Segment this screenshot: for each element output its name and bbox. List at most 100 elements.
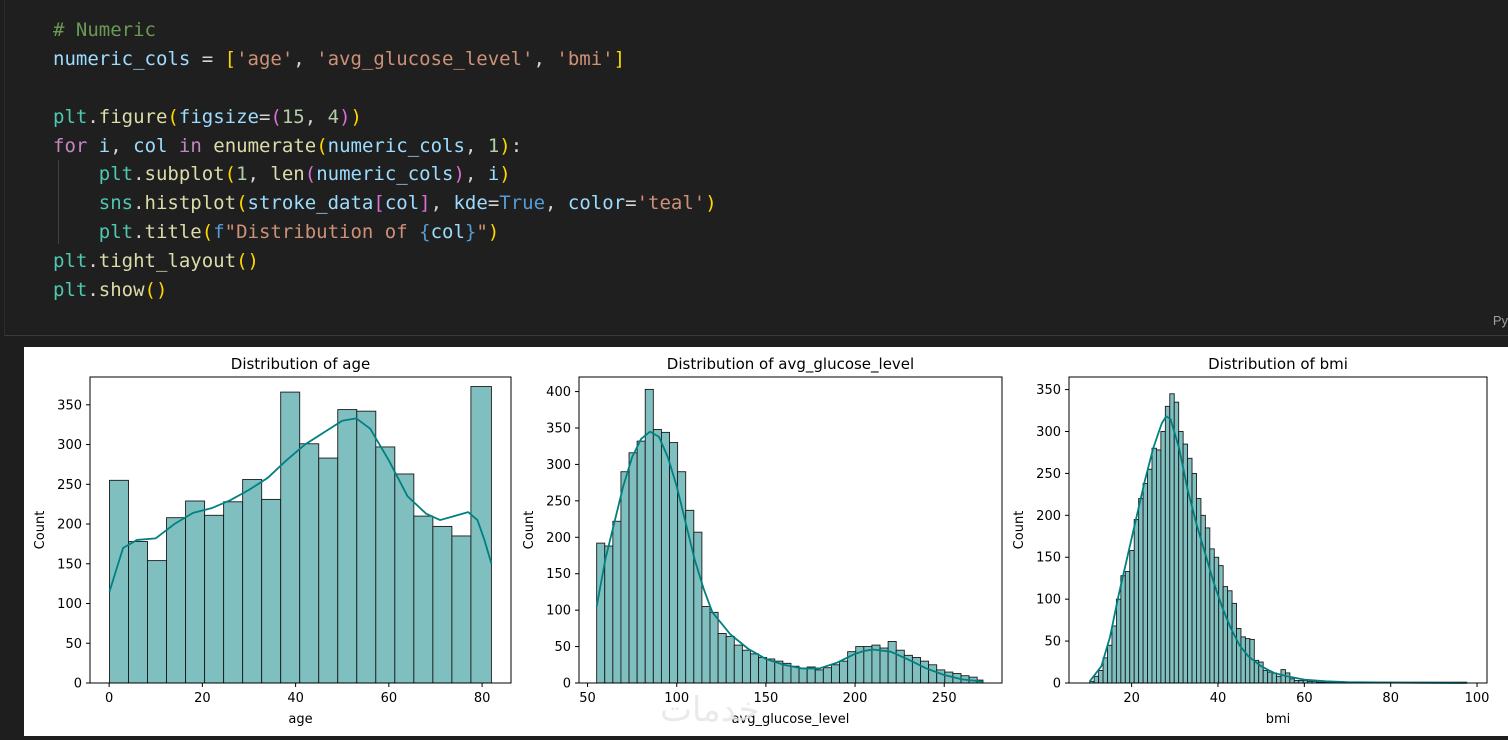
axes-frame (1068, 376, 1488, 684)
histogram-bar (652, 429, 662, 684)
chart-title: Distribution of bmi (1208, 355, 1348, 373)
x-tick-label: 100 (664, 691, 689, 706)
histogram-bar (1244, 638, 1251, 684)
code-token: 1 (236, 163, 248, 186)
code-token: for (53, 134, 88, 157)
code-token: , (304, 105, 328, 128)
code-token: histplot (144, 192, 237, 215)
code-line[interactable]: plt.tight_layout() (53, 247, 717, 276)
code-line[interactable] (53, 74, 717, 103)
histogram-bar (299, 443, 320, 684)
histogram-bar (166, 517, 187, 684)
y-tick-label: 150 (57, 557, 82, 572)
histogram-bar (1160, 431, 1166, 684)
x-tick-label: 40 (287, 691, 304, 706)
code-token: enumerate (213, 134, 317, 157)
histogram-bar (1178, 431, 1184, 684)
code-line[interactable]: plt.figure(figsize=(15, 4)) (53, 103, 717, 132)
histogram-bar (612, 520, 622, 684)
code-line[interactable]: for i, col in enumerate(numeric_cols, 1)… (53, 132, 717, 161)
y-tick-label: 300 (546, 458, 571, 473)
code-token: stroke_data (247, 192, 374, 215)
x-tick-label: 40 (1210, 691, 1227, 706)
code-line[interactable]: # Numeric (53, 16, 717, 45)
code-token: plt (53, 279, 88, 302)
code-token: () (236, 250, 259, 273)
code-token: = (190, 47, 225, 70)
code-token: 'bmi' (556, 47, 614, 70)
histogram-bar (928, 664, 938, 684)
histogram-bar (1124, 571, 1131, 684)
histogram-bar (798, 667, 808, 684)
x-tick-label: 0 (105, 691, 113, 706)
histogram-bar (1218, 565, 1224, 684)
histogram-bar (470, 386, 492, 684)
code-token: 'avg_glucose_level' (316, 47, 534, 70)
histogram-bar (280, 391, 301, 684)
y-tick-label: 250 (57, 478, 82, 493)
subplot-1: 0 20 40 60 80 0 50 100 150 200 250 300 350 Distributi… (33, 355, 512, 727)
code-line[interactable]: plt.subplot(1, len(numeric_cols), i) (53, 160, 717, 189)
y-tick-label: 100 (57, 597, 82, 612)
code-token: . (87, 279, 99, 302)
code-cell[interactable]: # Numeric numeric_cols = ['age', 'avg_glu… (4, 0, 1508, 336)
y-tick-label: 200 (546, 531, 571, 546)
code-token: ) (487, 221, 500, 244)
code-token: = (487, 192, 500, 215)
code-line[interactable]: sns.histplot(stroke_data[col], kde=True,… (53, 189, 717, 218)
y-tick-label: 100 (1036, 593, 1061, 608)
code-line[interactable]: numeric_cols = ['age', 'avg_glucose_leve… (53, 45, 717, 74)
histogram-figure: 0 20 40 60 80050100150200250300350Distributi… (33, 355, 1489, 727)
y-tick-label: 0 (74, 677, 82, 692)
histogram-bar (693, 531, 703, 684)
code-token: plt (98, 221, 134, 244)
code-token (53, 163, 99, 185)
code-token: ( (316, 134, 328, 157)
histogram-bar (1147, 468, 1153, 684)
code-token: = (625, 192, 637, 215)
histogram-bar (1120, 575, 1126, 684)
code-token: : (510, 134, 523, 157)
kde-line (108, 417, 493, 592)
histogram-bar (717, 633, 727, 684)
code-line[interactable]: plt.show() (53, 276, 717, 305)
histogram-bar (733, 644, 743, 684)
code-token: ( (304, 163, 317, 186)
code-token: col (384, 192, 420, 215)
code-token: True (499, 192, 546, 215)
code-token: plt (53, 250, 88, 273)
histogram-bar (261, 498, 282, 684)
code-editor[interactable]: # Numeric numeric_cols = ['age', 'avg_glu… (53, 16, 717, 305)
code-line[interactable]: plt.title(f"Distribution of {col}") (53, 218, 717, 247)
histogram-bar (596, 542, 606, 684)
histogram-bar (709, 611, 719, 684)
y-tick-label: 0 (1053, 677, 1061, 692)
histogram-bar (830, 664, 840, 684)
histogram-bar (879, 647, 889, 684)
histogram-bar (1289, 678, 1295, 684)
chart-title: Distribution of avg_glucose_level (667, 355, 914, 374)
y-tick-label: 150 (1036, 551, 1061, 566)
code-token: ( (236, 192, 248, 215)
code-token: title (144, 221, 202, 244)
histogram-bar (1129, 550, 1135, 684)
histogram-bar (1098, 669, 1104, 684)
x-axis-label: age (288, 712, 312, 727)
histogram-bar (242, 479, 263, 684)
histogram-bar (758, 657, 768, 684)
language-badge[interactable]: Py (1492, 313, 1508, 328)
histogram-bar (766, 658, 776, 684)
histogram-bar (920, 660, 930, 684)
y-tick-label: 300 (57, 438, 82, 453)
histogram-bar (620, 471, 630, 684)
y-axis-label: Count (1012, 511, 1027, 550)
histogram-bar (1164, 405, 1171, 684)
kde-line (1089, 415, 1467, 684)
subplot-3: 20 40 60 80 100 0 50 100 150 200 250 300 350 Distribu… (1012, 355, 1489, 727)
histogram-bar (741, 649, 751, 684)
histogram-bar (375, 446, 396, 684)
code-token: " (476, 221, 488, 244)
code-token (167, 135, 178, 157)
histogram-bar (1271, 672, 1277, 684)
histogram-bar (636, 440, 646, 684)
